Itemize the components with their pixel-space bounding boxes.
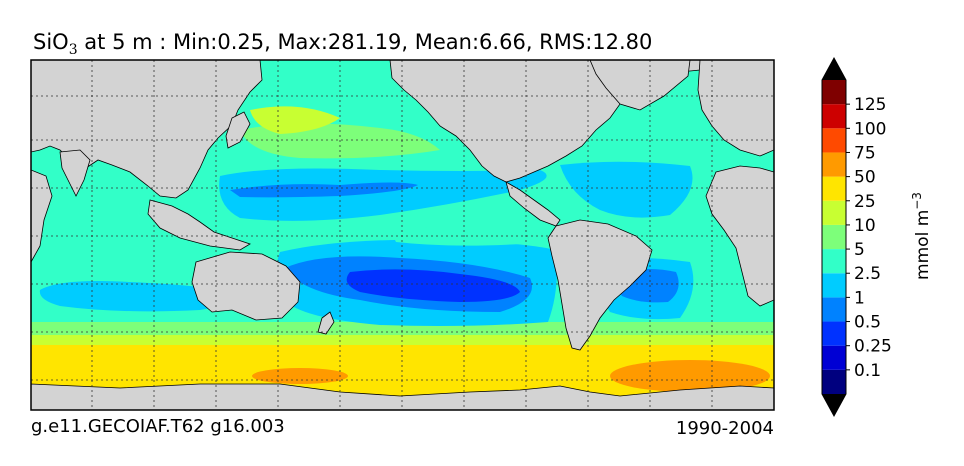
south-pacific-core: [346, 269, 520, 302]
north-pacific-low: [219, 168, 547, 221]
colorbar-extend-min: [822, 394, 846, 416]
map-frame: [30, 59, 775, 411]
colorbar-swatch: [822, 369, 846, 394]
colorbar-swatch: [822, 321, 846, 346]
colorbar-tick-label: 1: [854, 288, 865, 308]
colorbar-swatch: [822, 345, 846, 370]
colorbar-swatch: [822, 176, 846, 201]
equatorial-band: [390, 226, 547, 246]
colorbar-tick-label: 0.5: [854, 313, 881, 333]
colorbar-tick-label: 5: [854, 240, 865, 260]
colorbar-swatch: [822, 249, 846, 274]
map-grid: [31, 60, 774, 410]
colorbar-swatch: [822, 128, 846, 153]
landmass-new-zealand: [317, 311, 335, 335]
colorbar-swatch: [822, 104, 846, 129]
colorbar: 0.1 0.25 0.5 1 2.5 5 10 25 50 75 100 125: [821, 56, 892, 418]
colorbar-swatch: [822, 200, 846, 225]
landmass-japan: [225, 111, 251, 149]
landmass-europe: [697, 60, 774, 157]
model-run-label: g.e11.GECOIAF.T62 g16.003: [31, 416, 285, 437]
colorbar-tick-label: 75: [854, 143, 876, 163]
north-atlantic-low: [560, 161, 693, 218]
colorbar-tick-label: 50: [854, 168, 876, 188]
landmass-central-america: [505, 181, 561, 227]
landmass-antarctica: [31, 383, 774, 410]
colorbar-extend-max: [822, 58, 846, 80]
landmass-greenland: [589, 60, 691, 111]
bering-high: [250, 106, 340, 134]
colorbar-tick-label: 25: [854, 192, 876, 212]
indian-ocean-low: [39, 281, 231, 312]
southern-high-pacific: [252, 368, 348, 384]
colorbar-swatch: [822, 273, 846, 298]
southern-high-atlantic: [610, 360, 770, 392]
landmass-africa-west: [705, 165, 774, 307]
colorbar-tick-label: 0.1: [854, 361, 881, 381]
landmass-australia: [191, 251, 301, 321]
colorbar-tick-label: 0.25: [854, 337, 892, 357]
colorbar-tick-label: 100: [854, 119, 886, 139]
colorbar-swatch: [822, 224, 846, 250]
map-panel: [31, 60, 774, 410]
landmass-africa-east: [31, 169, 53, 263]
landmass-india: [59, 149, 91, 197]
landmass-south-america: [547, 219, 653, 351]
time-range-label: 1990-2004: [676, 418, 774, 439]
colorbar-unit-label: mmol m−3: [910, 192, 933, 280]
plot-title: SiO3 at 5 m : Min:0.25, Max:281.19, Mean…: [33, 30, 652, 58]
colorbar-frame: [821, 56, 847, 418]
colorbar-tick-label: 125: [854, 95, 886, 115]
landmass-se-asia: [147, 199, 251, 251]
colorbar-swatch: [822, 297, 846, 322]
colorbar-tick-label: 10: [854, 216, 876, 236]
colorbar-swatch: [822, 80, 846, 105]
colorbar-swatch: [822, 152, 846, 177]
colorbar-tick-label: 2.5: [854, 264, 881, 284]
north-pacific-low-core: [230, 182, 418, 198]
land: [31, 60, 774, 410]
